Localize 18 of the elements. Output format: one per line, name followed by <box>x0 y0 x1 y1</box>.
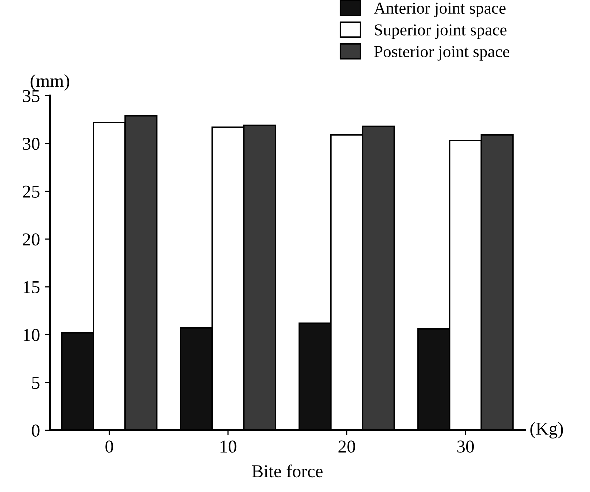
y-tick-label: 5 <box>32 377 40 390</box>
y-tick-label: 10 <box>24 329 40 342</box>
x-axis-title: Bite force <box>252 464 323 478</box>
y-axis-title: (mm) <box>30 74 70 91</box>
legend-label: Posterior joint space <box>374 46 510 61</box>
x-tick-label: 20 <box>338 440 356 453</box>
legend-label: Anterior joint space <box>374 2 506 18</box>
x-tick-label: 0 <box>106 440 114 453</box>
legend-label: Superior joint space <box>375 24 507 40</box>
text: (Kg) <box>530 422 564 439</box>
y-tick-label: 15 <box>24 281 40 294</box>
x-tick-label: 30 <box>458 440 474 453</box>
y-tick-label: 30 <box>23 138 40 150</box>
y-tick-label: 20 <box>23 234 40 246</box>
y-tick-label: 35 <box>23 90 40 102</box>
x-tick-label: 10 <box>220 440 237 453</box>
y-tick-label: 0 <box>32 424 40 437</box>
y-tick-label: 25 <box>23 186 40 198</box>
